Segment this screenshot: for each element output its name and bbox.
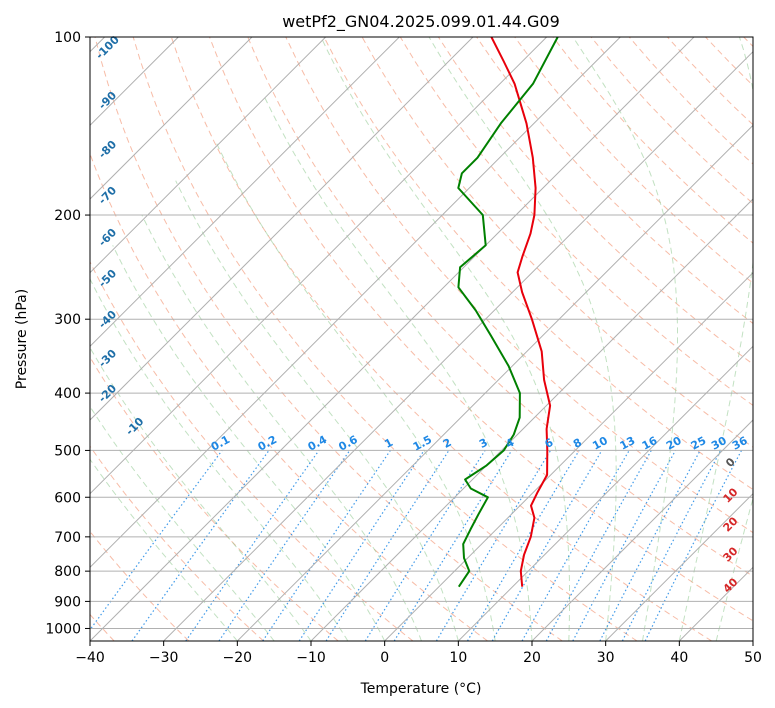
mixing-ratio-line [90, 450, 223, 631]
mixing-ratio-line [298, 450, 425, 641]
moist-adiabat-line [262, 94, 533, 641]
chart-title: wetPf2_GN04.2025.099.01.44.G09 [282, 12, 560, 32]
x-tick-label: 20 [523, 650, 541, 666]
dry-adiabat-line [90, 445, 264, 641]
mixing-ratio-line [545, 450, 652, 641]
dry-adiabat-line [132, 37, 638, 641]
y-tick-label: 700 [54, 530, 81, 546]
dry-adiabat-line [514, 37, 753, 284]
dry-adiabat-line [90, 356, 339, 641]
mixing-ratio-line [644, 450, 743, 641]
x-tick-label: 0 [380, 650, 389, 666]
isotherm-line [90, 37, 548, 495]
profile-lines [457, 37, 559, 588]
y-axis-label: Pressure (hPa) [14, 289, 30, 389]
dry-adiabat-line [476, 37, 753, 325]
temperature-profile-line [490, 37, 552, 587]
isotherm-line [310, 198, 753, 641]
moist-adiabat-line [90, 458, 238, 641]
background-lines [90, 37, 753, 641]
x-tick-label: −10 [296, 650, 326, 666]
mixing-ratio-line [325, 450, 450, 641]
y-tick-label: 100 [54, 30, 81, 46]
moist-adiabat-line [572, 37, 678, 641]
plot-area [90, 37, 753, 641]
dry-adiabat-line [247, 37, 753, 577]
moist-adiabat-line [141, 214, 422, 641]
isotherm-line [457, 345, 753, 641]
dry-adiabat-line [323, 37, 753, 491]
moist-adiabat-line [428, 37, 617, 641]
moist-adiabat-line [112, 245, 386, 641]
isotherm-line [90, 37, 621, 569]
moist-adiabat-line [320, 37, 570, 641]
y-tick-label: 600 [54, 490, 81, 506]
mixing-ratio-label: 13 [618, 434, 638, 453]
moist-adiabat-line [715, 496, 753, 641]
axes: −40 −30 −20 −10 0 10 20 30 40 50 100 200 300 400 500 60… [45, 30, 762, 666]
x-tick-label: 10 [449, 650, 467, 666]
dry-adiabat-line [170, 37, 712, 641]
mixing-ratio-label: 16 [640, 434, 660, 453]
y-tick-label: 200 [54, 208, 81, 224]
mixing-ratio-label: 36 [730, 434, 750, 453]
isotherm-line [605, 492, 753, 641]
isotherm-line [384, 271, 753, 641]
isotherm-line [90, 37, 695, 641]
isotherm-line [752, 640, 753, 641]
moist-adiabat-line [678, 37, 753, 641]
plot-frame [89, 36, 754, 642]
mixing-ratio-line [218, 450, 351, 641]
dry-adiabat-line [285, 37, 753, 534]
isotherm-line [90, 37, 327, 274]
dry-adiabat-line [90, 260, 414, 641]
isotherm-line [236, 124, 753, 641]
x-tick-label: 40 [670, 650, 688, 666]
mixing-ratio-line [572, 450, 677, 641]
isotherm-line [90, 37, 474, 421]
x-axis-label: Temperature (°C) [360, 681, 482, 697]
x-tick-label: 50 [744, 650, 762, 666]
isotherm-line [163, 50, 753, 641]
x-tick-label: 30 [597, 650, 615, 666]
x-tick-label: −40 [75, 650, 105, 666]
mixing-ratio-line [621, 450, 722, 641]
mixing-ratio-label: 25 [689, 434, 709, 453]
x-tick-label: −20 [223, 650, 253, 666]
isotherm-line [90, 37, 400, 348]
y-tick-label: 900 [54, 594, 81, 610]
y-tick-label: 400 [54, 386, 81, 402]
y-tick-label: 1000 [45, 621, 81, 637]
y-tick-label: 300 [54, 312, 81, 328]
moist-adiabat-line [90, 405, 275, 641]
dry-adiabat-line [209, 37, 753, 622]
mixing-ratio-label: 30 [709, 434, 729, 453]
isotherm-line [531, 419, 753, 641]
dry-adiabat-line [94, 37, 563, 641]
dewpoint-profile-line [457, 37, 559, 588]
moist-adiabat-line [175, 180, 459, 641]
mixing-ratio-line [262, 450, 391, 641]
x-tick-label: −30 [149, 650, 179, 666]
isotherm-line [90, 37, 253, 200]
moist-adiabat-line [90, 277, 349, 641]
mixing-ratio-line [521, 450, 630, 641]
mixing-ratio-line [393, 450, 513, 641]
mixing-ratio-label: 10 [590, 434, 610, 453]
mixing-ratio-label: 20 [664, 434, 684, 453]
mixing-ratio-line [185, 450, 320, 641]
y-tick-label: 500 [54, 443, 81, 459]
y-tick-label: 800 [54, 564, 81, 580]
